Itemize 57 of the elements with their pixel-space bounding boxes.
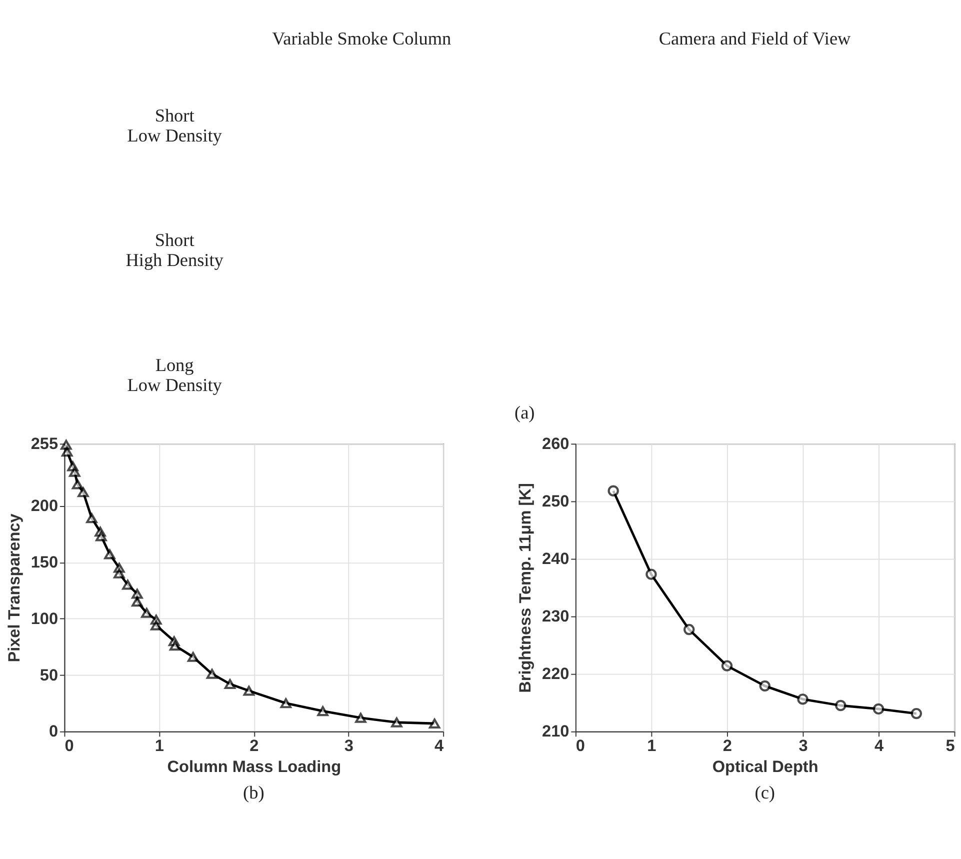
point: [187, 652, 199, 662]
y-axis-title: Pixel Transparency: [5, 514, 24, 662]
x-tick-label: 0: [64, 737, 74, 756]
point: [317, 706, 328, 716]
y-tick-label: 0: [48, 722, 58, 741]
point: [69, 466, 80, 477]
y-tick-label: 50: [40, 666, 58, 684]
x-tick-label: 5: [946, 737, 955, 756]
x-tick-label: 4: [434, 737, 444, 756]
x-tick-label: 2: [250, 737, 259, 756]
text: (c): [754, 782, 775, 803]
text: Short High Density: [126, 230, 224, 270]
point: [122, 580, 134, 590]
text: Long Low Density: [127, 354, 223, 395]
x-tick-label: 4: [874, 737, 884, 756]
y-tick-label: 240: [542, 550, 570, 568]
x-tick-label: 0: [576, 737, 586, 756]
y-tick-label: 250: [542, 492, 570, 510]
point: [428, 718, 440, 728]
text: (a): [514, 402, 535, 423]
y-tick-label: 100: [30, 610, 58, 628]
text: (b): [243, 782, 264, 803]
point: [78, 487, 89, 498]
point: [141, 608, 152, 618]
point: [150, 620, 162, 630]
y-tick-label: 220: [542, 665, 570, 684]
point: [391, 717, 402, 728]
x-axis-title: Optical Depth: [712, 758, 818, 776]
point: [86, 513, 98, 524]
y-axis-title: Brightness Temp. 11μm [K]: [516, 483, 535, 693]
point: [132, 588, 143, 599]
x-tick-label: 2: [722, 737, 732, 756]
point: [169, 640, 181, 651]
text: Camera and Field of View: [658, 28, 852, 49]
text: Variable Smoke Column: [272, 28, 452, 49]
x-tick-label: 1: [647, 737, 656, 756]
point: [243, 686, 255, 696]
x-axis-title: Column Mass Loading: [167, 758, 342, 776]
y-tick-label: 260: [542, 434, 570, 453]
point: [355, 712, 366, 723]
point: [206, 668, 218, 679]
point: [104, 549, 116, 560]
y-tick-label: 230: [542, 608, 570, 626]
y-tick-label: 200: [30, 497, 58, 516]
point: [72, 479, 84, 490]
y-tick-label: 255: [30, 434, 58, 453]
x-tick-label: 1: [154, 737, 164, 756]
y-tick-label: 150: [30, 553, 58, 572]
point: [96, 531, 107, 542]
x-tick-label: 3: [344, 737, 354, 756]
point: [132, 596, 143, 607]
x-tick-label: 3: [798, 737, 808, 756]
point: [280, 698, 292, 708]
text: Short Low Density: [127, 105, 223, 146]
point: [114, 568, 125, 578]
point: [224, 679, 236, 689]
y-tick-label: 210: [542, 722, 570, 741]
